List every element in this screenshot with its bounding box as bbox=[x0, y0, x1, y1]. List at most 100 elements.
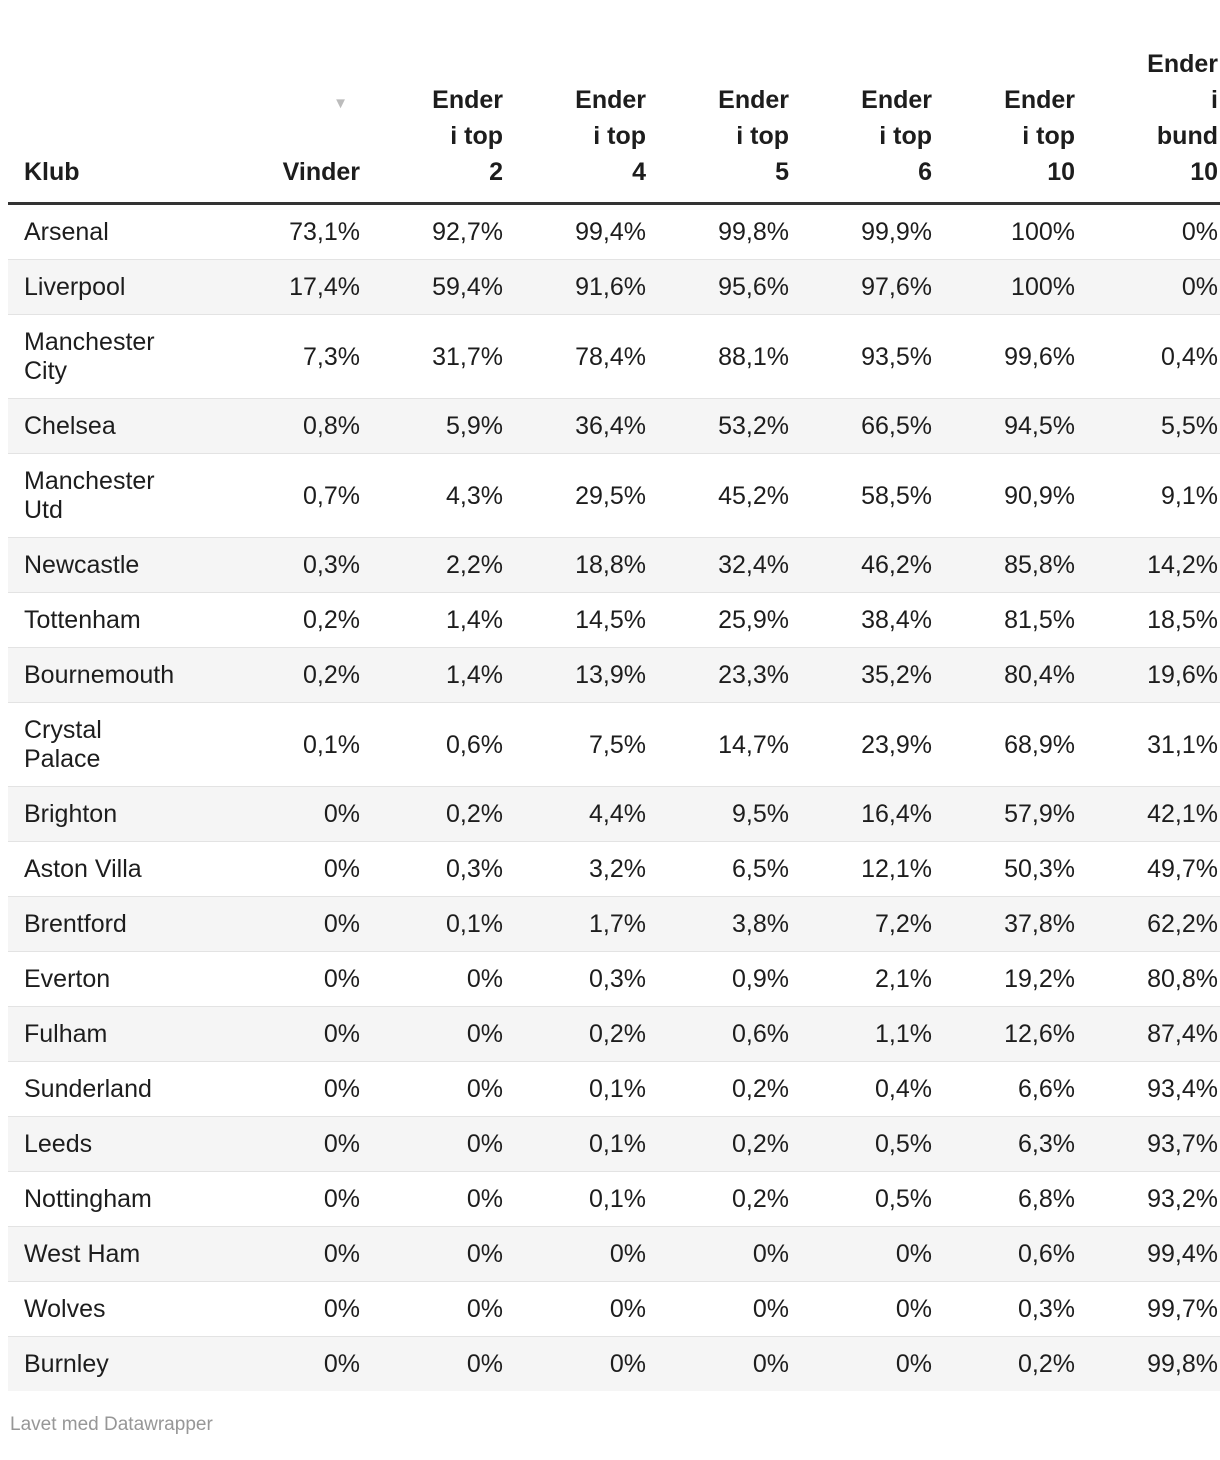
cell-top2: 1,4% bbox=[362, 647, 505, 703]
cell-bund10: 49,7% bbox=[1077, 841, 1220, 897]
cell-top2: 4,3% bbox=[362, 453, 505, 538]
cell-top10: 85,8% bbox=[934, 537, 1077, 593]
col-header-top5[interactable]: Ender i top 5 bbox=[648, 0, 791, 205]
cell-bund10: 9,1% bbox=[1077, 453, 1220, 538]
sort-desc-icon: ▼ bbox=[333, 95, 348, 112]
cell-top4: 0% bbox=[505, 1281, 648, 1337]
col-header-top6[interactable]: Ender i top 6 bbox=[791, 0, 934, 205]
cell-top5: 0% bbox=[648, 1336, 791, 1391]
cell-vinder: 7,3% bbox=[219, 314, 362, 399]
cell-top2: 59,4% bbox=[362, 259, 505, 315]
cell-top4: 0,3% bbox=[505, 951, 648, 1007]
table-row: Tottenham 0,2% 1,4% 14,5% 25,9% 38,4% 81,5% 18,… bbox=[8, 592, 1220, 648]
table-header: Klub ▼ Vinder Ender i top 2 Ender i top … bbox=[8, 0, 1220, 205]
cell-bund10: 14,2% bbox=[1077, 537, 1220, 593]
cell-bund10: 80,8% bbox=[1077, 951, 1220, 1007]
table-row: Bournemouth 0,2% 1,4% 13,9% 23,3% 35,2% 80,4% 1… bbox=[8, 647, 1220, 703]
cell-top4: 99,4% bbox=[575, 218, 646, 246]
col-header-klub[interactable]: Klub bbox=[8, 0, 219, 205]
cell-top4: 4,4% bbox=[505, 786, 648, 842]
cell-klub: Wolves bbox=[8, 1281, 219, 1337]
cell-klub: Fulham bbox=[8, 1006, 219, 1062]
cell-vinder: 0,7% bbox=[219, 453, 362, 538]
cell-top10: 80,4% bbox=[934, 647, 1077, 703]
cell-klub: Arsenal bbox=[24, 218, 109, 246]
cell-bund10: 99,7% bbox=[1077, 1281, 1220, 1337]
cell-bund10: 93,7% bbox=[1077, 1116, 1220, 1172]
col-header-vinder[interactable]: ▼ Vinder bbox=[219, 0, 362, 205]
col-header-top4[interactable]: Ender i top 4 bbox=[505, 0, 648, 205]
cell-top4: 1,7% bbox=[505, 896, 648, 952]
cell-top4: 0,1% bbox=[505, 1171, 648, 1227]
cell-top2: 0% bbox=[362, 1006, 505, 1062]
cell-top6: 16,4% bbox=[791, 786, 934, 842]
cell-top2: 0% bbox=[362, 1061, 505, 1117]
table-row: West Ham 0% 0% 0% 0% 0% 0,6% 99,4% bbox=[8, 1226, 1220, 1282]
cell-top5: 0,9% bbox=[648, 951, 791, 1007]
cell-top6: 0,5% bbox=[791, 1171, 934, 1227]
cell-top4: 0% bbox=[505, 1226, 648, 1282]
cell-vinder: 0% bbox=[219, 1226, 362, 1282]
cell-top5: 53,2% bbox=[648, 398, 791, 454]
cell-bund10: 5,5% bbox=[1077, 398, 1220, 454]
cell-bund10: 18,5% bbox=[1077, 592, 1220, 648]
cell-top6: 99,9% bbox=[861, 218, 932, 246]
cell-klub: Nottingham bbox=[8, 1171, 219, 1227]
cell-top5: 0,6% bbox=[648, 1006, 791, 1062]
cell-top4: 0% bbox=[505, 1336, 648, 1391]
cell-top10: 100% bbox=[934, 259, 1077, 315]
cell-top10: 6,3% bbox=[934, 1116, 1077, 1172]
cell-klub: Brighton bbox=[8, 786, 219, 842]
cell-top6: 0% bbox=[791, 1336, 934, 1391]
table-row: Manchester City 7,3% 31,7% 78,4% 88,1% 93,5% 9… bbox=[8, 314, 1220, 399]
cell-top6: 7,2% bbox=[791, 896, 934, 952]
cell-vinder: 73,1% bbox=[289, 218, 360, 246]
header-row: Klub ▼ Vinder Ender i top 2 Ender i top … bbox=[8, 0, 1220, 205]
cell-top6: 35,2% bbox=[791, 647, 934, 703]
cell-vinder: 0% bbox=[219, 1116, 362, 1172]
cell-klub: West Ham bbox=[8, 1226, 219, 1282]
table-row: Fulham 0% 0% 0,2% 0,6% 1,1% 12,6% 87,4% bbox=[8, 1006, 1220, 1062]
cell-top10: 12,6% bbox=[934, 1006, 1077, 1062]
table-row: Burnley 0% 0% 0% 0% 0% 0,2% 99,8% bbox=[8, 1336, 1220, 1391]
cell-top2: 0,1% bbox=[362, 896, 505, 952]
col-header-top10[interactable]: Ender i top 10 bbox=[934, 0, 1077, 205]
table-row: Liverpool 17,4% 59,4% 91,6% 95,6% 97,6% 100% 0% bbox=[8, 259, 1220, 315]
cell-top6: 12,1% bbox=[791, 841, 934, 897]
cell-top5: 95,6% bbox=[648, 259, 791, 315]
cell-top5: 23,3% bbox=[648, 647, 791, 703]
cell-vinder: 0% bbox=[219, 841, 362, 897]
cell-top4: 13,9% bbox=[505, 647, 648, 703]
table-row: Manchester Utd 0,7% 4,3% 29,5% 45,2% 58,5% 90,… bbox=[8, 453, 1220, 538]
cell-top4: 91,6% bbox=[505, 259, 648, 315]
cell-top6: 97,6% bbox=[791, 259, 934, 315]
cell-top6: 93,5% bbox=[791, 314, 934, 399]
cell-top2: 5,9% bbox=[362, 398, 505, 454]
cell-top6: 0,4% bbox=[791, 1061, 934, 1117]
cell-top4: 18,8% bbox=[505, 537, 648, 593]
col-header-top2[interactable]: Ender i top 2 bbox=[362, 0, 505, 205]
cell-top10: 99,6% bbox=[934, 314, 1077, 399]
cell-top10: 90,9% bbox=[934, 453, 1077, 538]
cell-klub: Manchester City bbox=[8, 314, 219, 399]
cell-top2: 0% bbox=[362, 1116, 505, 1172]
cell-vinder: 0% bbox=[219, 1061, 362, 1117]
cell-vinder: 0% bbox=[219, 1336, 362, 1391]
cell-bund10: 93,2% bbox=[1077, 1171, 1220, 1227]
cell-top10: 68,9% bbox=[934, 702, 1077, 787]
table-row: Everton 0% 0% 0,3% 0,9% 2,1% 19,2% 80,8% bbox=[8, 951, 1220, 1007]
cell-top2: 0,3% bbox=[362, 841, 505, 897]
cell-top2: 0,2% bbox=[362, 786, 505, 842]
cell-vinder: 0% bbox=[219, 786, 362, 842]
cell-top6: 66,5% bbox=[791, 398, 934, 454]
cell-top6: 2,1% bbox=[791, 951, 934, 1007]
cell-top5: 6,5% bbox=[648, 841, 791, 897]
cell-top10: 0,3% bbox=[934, 1281, 1077, 1337]
footer-credit[interactable]: Lavet med Datawrapper bbox=[10, 1414, 213, 1435]
cell-top10: 50,3% bbox=[934, 841, 1077, 897]
cell-klub: Aston Villa bbox=[8, 841, 219, 897]
cell-top2: 0% bbox=[362, 1281, 505, 1337]
cell-top2: 0% bbox=[362, 1336, 505, 1391]
col-header-bund10[interactable]: Ender i bund 10 bbox=[1077, 0, 1220, 205]
table-row: Leeds 0% 0% 0,1% 0,2% 0,5% 6,3% 93,7% bbox=[8, 1116, 1220, 1172]
